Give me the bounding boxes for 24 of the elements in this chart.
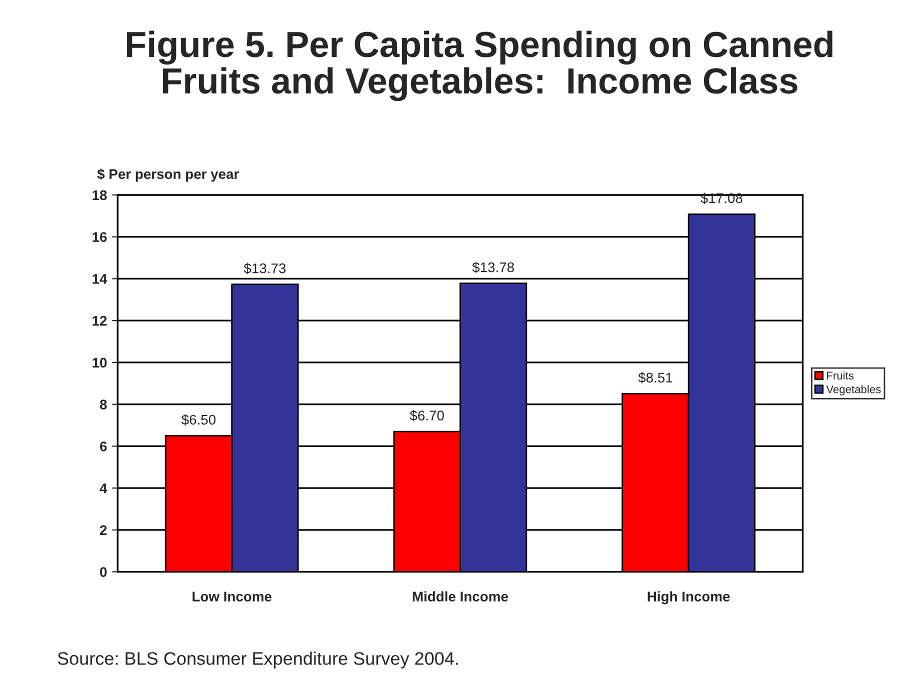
x-tick-label: Low Income: [192, 592, 272, 602]
source-note: Source: BLS Consumer Expenditure Survey 2004.: [58, 652, 458, 668]
chart-title: Figure 5. Per Capita Spending on Canned Fruits and Vegetables: Income Class: [126, 30, 832, 102]
y-tick-label: 2: [100, 525, 107, 535]
data-label: $8.51: [638, 372, 672, 384]
data-label: $13.78: [472, 262, 514, 274]
y-tick-label: 10: [92, 358, 107, 368]
x-tick-label: Middle Income: [412, 591, 508, 602]
y-tick-label: 8: [100, 400, 107, 410]
data-label: $17.08: [700, 192, 742, 204]
y-tick-label: 14: [92, 274, 108, 284]
y-axis-title: $ Per person per year: [97, 168, 239, 182]
y-tick-label: 18: [92, 190, 107, 200]
data-label: $6.70: [410, 410, 444, 422]
data-label: $13.73: [244, 262, 286, 274]
legend-label: Fruits: [827, 371, 854, 380]
y-tick-label: 0: [100, 567, 107, 577]
y-tick-label: 12: [92, 316, 107, 326]
y-tick-label: 16: [92, 232, 107, 242]
y-tick-label: 6: [100, 442, 107, 452]
x-tick-label: High Income: [648, 591, 730, 604]
data-label: $6.50: [181, 414, 216, 426]
y-tick-label: 4: [100, 484, 108, 494]
legend-label: Vegetables: [826, 385, 881, 396]
